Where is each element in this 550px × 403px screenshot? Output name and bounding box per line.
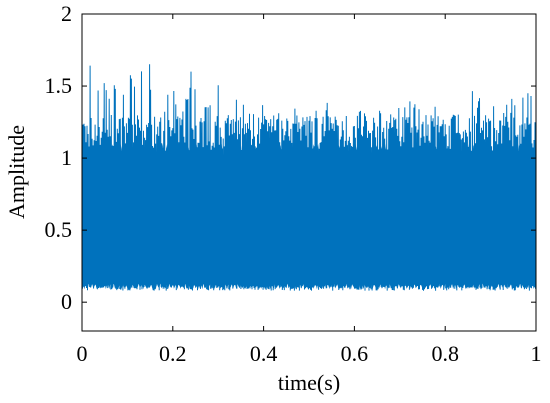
x-tick-label: 0.6 xyxy=(341,341,369,366)
y-axis-title: Amplitude xyxy=(4,125,29,219)
signal-trace xyxy=(81,64,537,291)
y-tick-label: 1.5 xyxy=(45,73,73,98)
x-tick-label: 0 xyxy=(77,341,88,366)
x-axis-title: time(s) xyxy=(278,370,340,395)
x-tick-label: 0.2 xyxy=(159,341,187,366)
x-tick-label: 1 xyxy=(531,341,542,366)
y-tick-label: 0.5 xyxy=(45,217,73,242)
y-axis: 0 0.5 1 1.5 2 xyxy=(45,1,536,314)
x-tick-label: 0.8 xyxy=(431,341,459,366)
x-axis: 0 0.2 0.4 0.6 0.8 1 xyxy=(77,14,542,366)
series-layer xyxy=(81,64,537,291)
y-tick-label: 2 xyxy=(61,1,72,26)
y-tick-label: 0 xyxy=(61,289,72,314)
plot-frame xyxy=(81,13,537,332)
x-tick-label: 0.4 xyxy=(250,341,278,366)
y-tick-label: 1 xyxy=(61,145,72,170)
